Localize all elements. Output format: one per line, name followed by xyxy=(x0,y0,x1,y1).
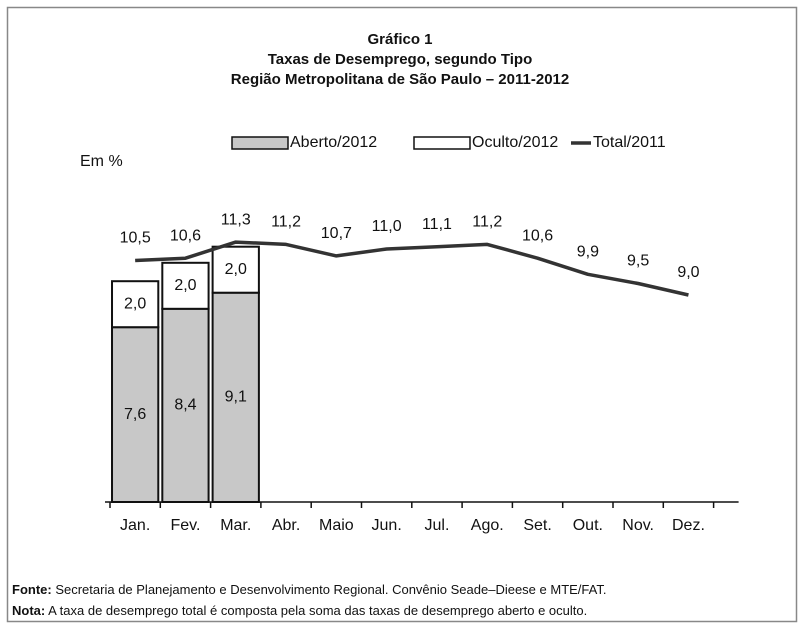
value-label: 9,0 xyxy=(677,264,699,281)
frame xyxy=(6,6,798,623)
x-tick-label: Maio xyxy=(319,517,354,534)
value-label: 10,7 xyxy=(321,225,352,242)
value-label: 9,5 xyxy=(627,253,649,270)
x-tick-label: Abr. xyxy=(272,517,300,534)
note: Nota: A taxa de desemprego total é compo… xyxy=(12,603,587,618)
x-tick-label: Jan. xyxy=(120,517,150,534)
note-text: A taxa de desemprego total é composta pe… xyxy=(45,603,587,618)
legend-swatch xyxy=(231,136,289,150)
note-text: Secretaria de Planejamento e Desenvolvim… xyxy=(52,582,607,597)
x-tick-label: Mar. xyxy=(220,517,251,534)
chart-subtitle: Taxas de Desemprego, segundo Tipo xyxy=(268,51,533,68)
value-label: 2,0 xyxy=(225,261,247,278)
legend-label: Aberto/2012 xyxy=(290,134,377,151)
x-tick-label: Ago. xyxy=(471,517,504,534)
y-axis-label: Em % xyxy=(80,153,123,170)
value-label: 8,4 xyxy=(174,397,196,414)
value-label: 11,1 xyxy=(422,216,452,233)
x-tick-label: Jul. xyxy=(424,517,449,534)
x-tick-label: Set. xyxy=(523,517,551,534)
value-label: 10,5 xyxy=(120,230,151,247)
legend-label: Oculto/2012 xyxy=(472,134,558,151)
legend-label: Total/2011 xyxy=(593,134,666,151)
bar xyxy=(161,261,210,310)
chart-subtitle: Região Metropolitana de São Paulo – 2011… xyxy=(231,71,569,88)
value-label: 11,3 xyxy=(221,211,251,228)
note-label: Fonte: xyxy=(12,582,52,597)
value-label: 10,6 xyxy=(522,227,553,244)
value-label: 11,2 xyxy=(271,214,301,231)
x-tick-label: Dez. xyxy=(672,517,705,534)
value-label: 11,2 xyxy=(472,214,502,231)
x-tick-label: Jun. xyxy=(372,517,402,534)
x-tick-label: Out. xyxy=(573,517,603,534)
value-label: 10,6 xyxy=(170,227,201,244)
value-label: 9,1 xyxy=(225,389,247,406)
value-label: 2,0 xyxy=(174,277,196,294)
x-tick-label: Fev. xyxy=(170,517,200,534)
chart-title: Gráfico 1 xyxy=(367,31,432,48)
value-label: 11,0 xyxy=(372,218,402,235)
note: Fonte: Secretaria de Planejamento e Dese… xyxy=(12,582,606,597)
note-label: Nota: xyxy=(12,603,45,618)
legend-swatch xyxy=(413,136,471,150)
x-tick-label: Nov. xyxy=(622,517,654,534)
value-label: 2,0 xyxy=(124,295,146,312)
bar xyxy=(111,280,160,329)
bar xyxy=(211,245,260,294)
line xyxy=(135,240,689,297)
value-label: 7,6 xyxy=(124,406,146,423)
value-label: 9,9 xyxy=(577,244,599,261)
